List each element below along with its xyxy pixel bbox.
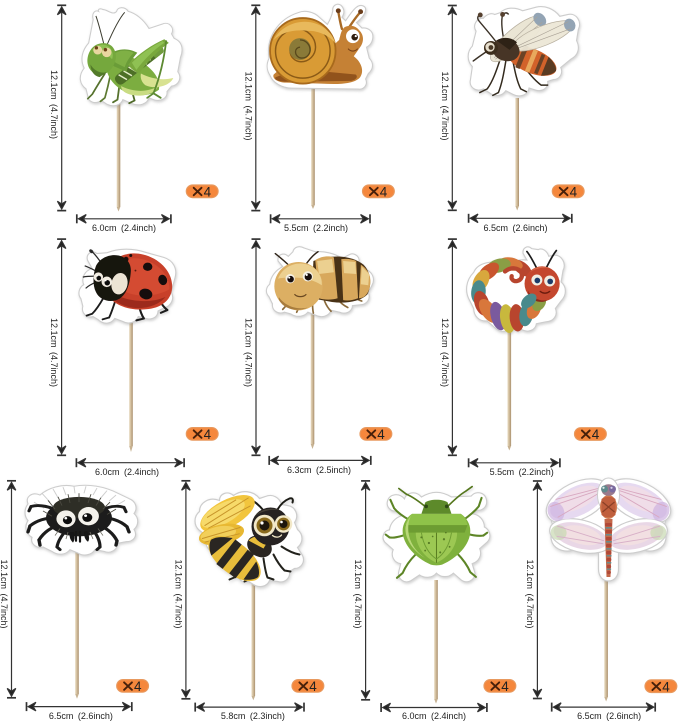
svg-text:5.8cm (2.3inch): 5.8cm (2.3inch) bbox=[221, 711, 285, 721]
svg-text:6.0cm (2.4inch): 6.0cm (2.4inch) bbox=[402, 711, 466, 721]
svg-text:5.5cm (2.2inch): 5.5cm (2.2inch) bbox=[490, 467, 554, 477]
svg-text:12.1cm (4.7inch): 12.1cm (4.7inch) bbox=[49, 70, 59, 139]
svg-text:12.1cm (4.7inch): 12.1cm (4.7inch) bbox=[244, 318, 254, 387]
svg-text:12.1cm (4.7inch): 12.1cm (4.7inch) bbox=[173, 559, 183, 628]
svg-text:6.5cm (2.6inch): 6.5cm (2.6inch) bbox=[49, 711, 113, 721]
svg-text:12.1cm (4.7inch): 12.1cm (4.7inch) bbox=[243, 71, 253, 140]
svg-text:12.1cm (4.7inch): 12.1cm (4.7inch) bbox=[49, 318, 59, 387]
svg-text:12.1cm (4.7inch): 12.1cm (4.7inch) bbox=[0, 559, 9, 628]
svg-text:12.1cm (4.7inch): 12.1cm (4.7inch) bbox=[525, 559, 535, 628]
svg-text:6.3cm (2.5inch): 6.3cm (2.5inch) bbox=[287, 465, 351, 475]
svg-text:6.0cm (2.4inch): 6.0cm (2.4inch) bbox=[95, 467, 159, 477]
svg-text:12.1cm (4.7inch): 12.1cm (4.7inch) bbox=[440, 71, 450, 140]
svg-text:5.5cm (2.2inch): 5.5cm (2.2inch) bbox=[284, 223, 348, 233]
svg-text:6.0cm (2.4inch): 6.0cm (2.4inch) bbox=[92, 223, 156, 233]
svg-text:4: 4 bbox=[204, 185, 212, 200]
svg-text:12.1cm (4.7inch): 12.1cm (4.7inch) bbox=[353, 559, 363, 628]
svg-text:6.5cm (2.6inch): 6.5cm (2.6inch) bbox=[577, 711, 641, 721]
svg-text:6.5cm (2.6inch): 6.5cm (2.6inch) bbox=[483, 223, 547, 233]
svg-text:12.1cm (4.7inch): 12.1cm (4.7inch) bbox=[440, 318, 450, 387]
